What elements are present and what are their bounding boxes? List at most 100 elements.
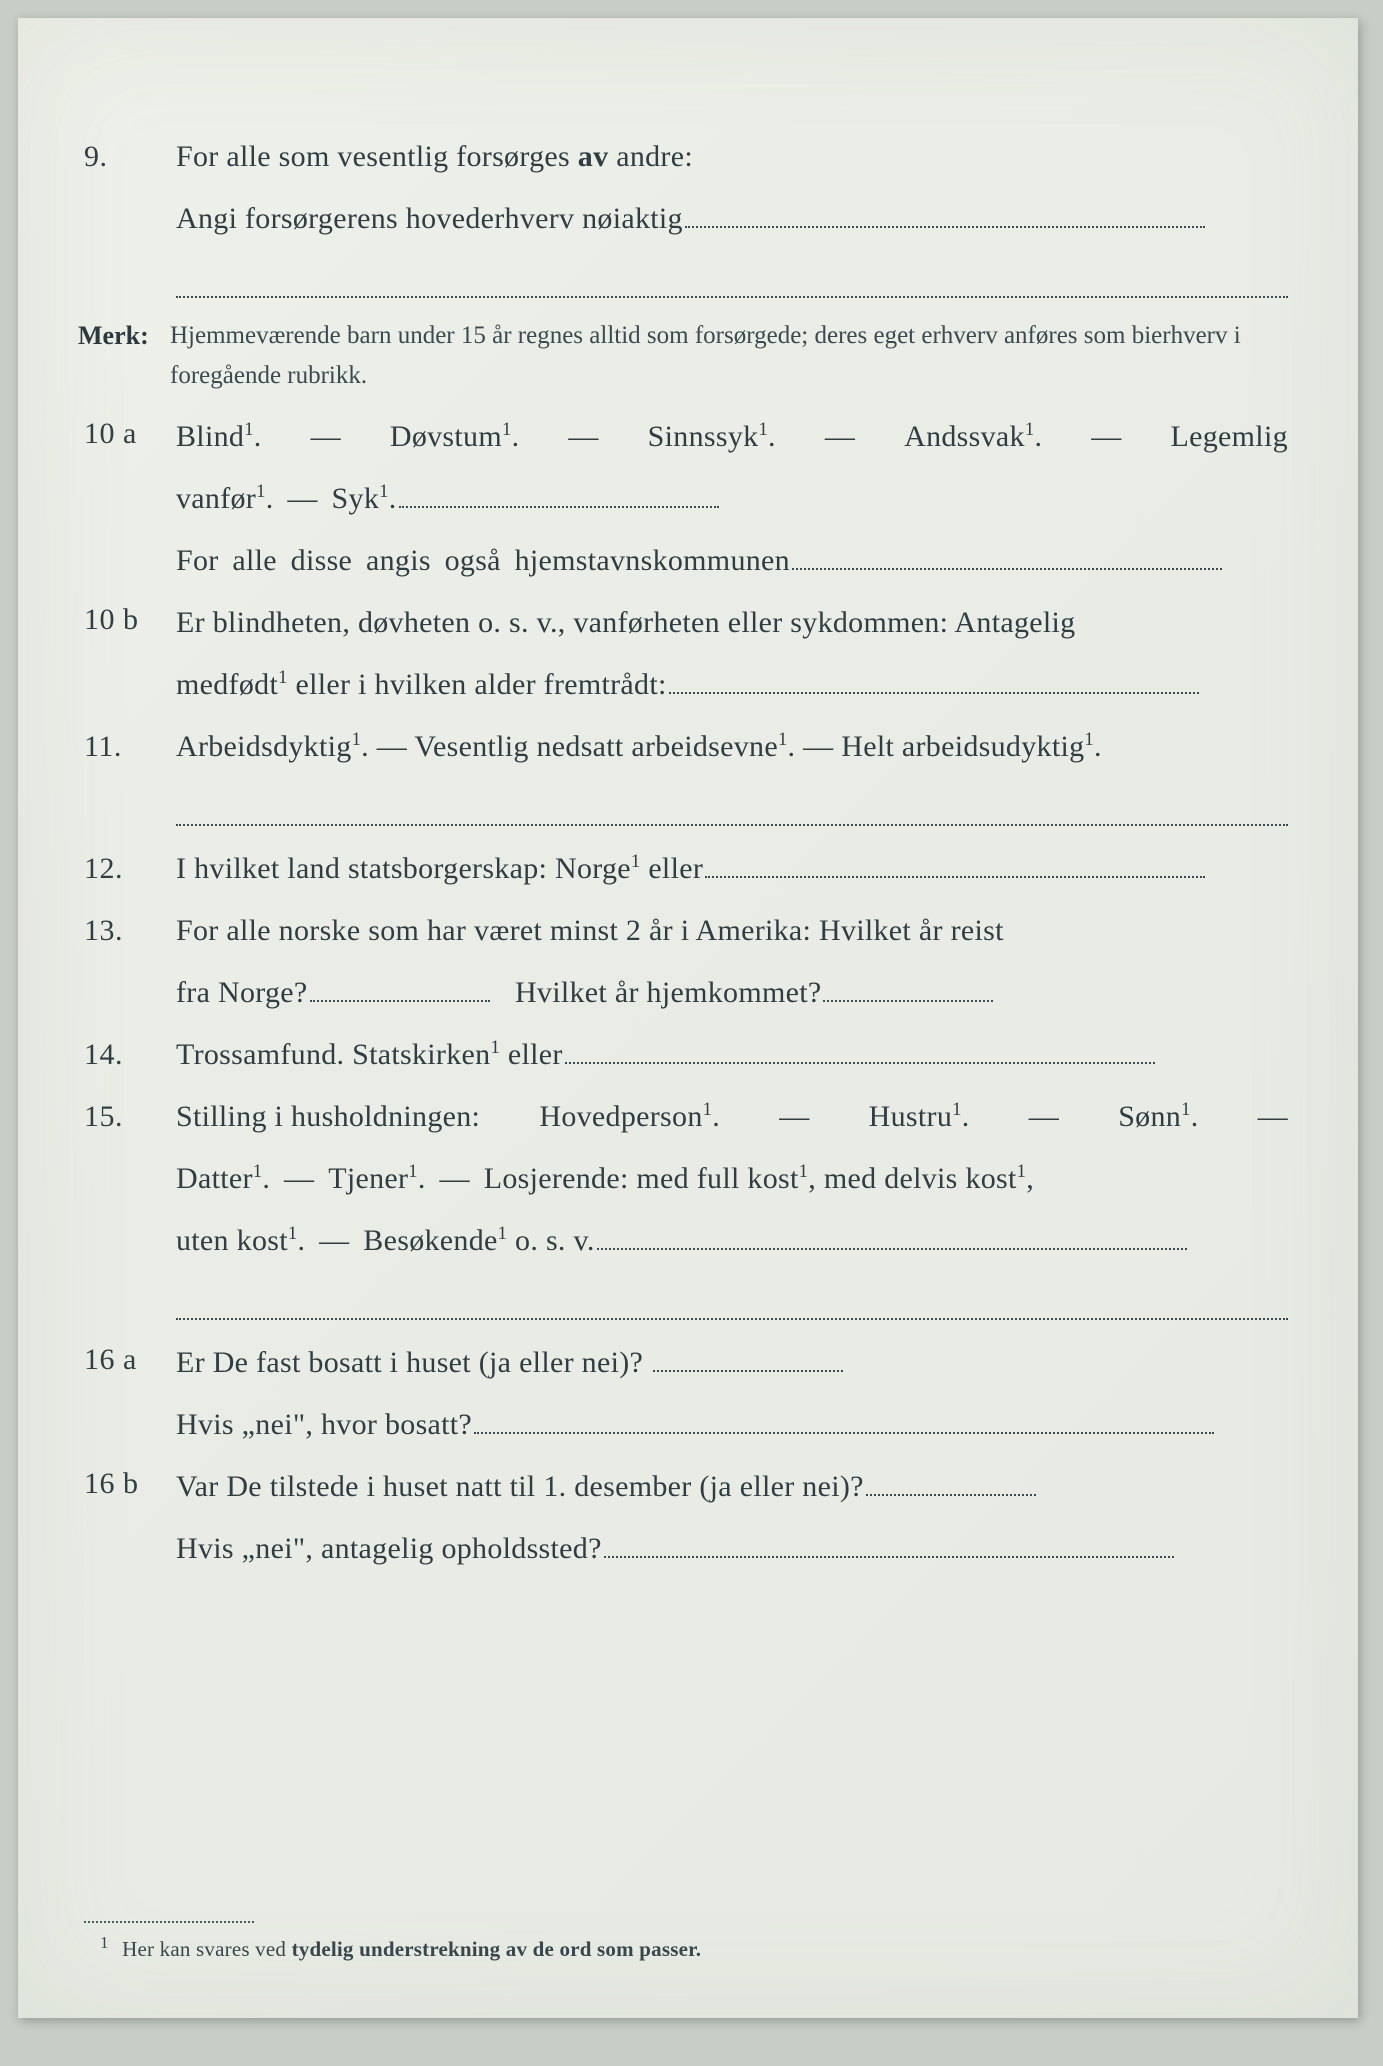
question-9: 9. For alle som vesentlig forsørges av a… (78, 126, 1288, 310)
q9-text-b: av (578, 140, 609, 173)
fill-line (310, 975, 490, 1003)
fill-line-full (176, 1280, 1288, 1320)
fill-line (866, 1469, 1036, 1497)
opt-tjener: Tjener (328, 1162, 408, 1195)
merk-label: Merk: (78, 316, 170, 356)
dash: — (274, 468, 332, 530)
q11-number: 11. (78, 716, 176, 778)
q11-a: Arbeidsdyktig (176, 730, 352, 763)
dash: — (1258, 1086, 1288, 1148)
q12-body: I hvilket land statsborgerskap: Norge1 e… (176, 838, 1288, 900)
footnote-rule (84, 1921, 254, 1923)
fill-line (474, 1407, 1214, 1435)
opt-besokende: Besøkende (363, 1224, 497, 1257)
fill-line (669, 667, 1199, 695)
q9-text-c: andre: (608, 140, 693, 173)
opt-legemlig: Legemlig (1171, 406, 1288, 468)
q9-line2: Angi forsørgerens hovederhverv nøiaktig (176, 202, 683, 235)
question-13: 13. For alle norske som har været minst … (78, 900, 1288, 1024)
dash: — (825, 406, 855, 468)
opt-sonn: Sønn (1118, 1100, 1181, 1133)
fill-line (705, 851, 1205, 879)
dash: — (779, 1086, 809, 1148)
merk-text: Hjemmeværende barn under 15 år regnes al… (170, 316, 1288, 396)
footnote-number: 1 (100, 1933, 109, 1952)
q13-line1: For alle norske som har været minst 2 år… (176, 900, 1288, 962)
fill-line (565, 1037, 1155, 1065)
q13-number: 13. (78, 900, 176, 962)
q9-body: For alle som vesentlig forsørges av andr… (176, 126, 1288, 310)
question-15: 15. Stilling i husholdningen: Hovedperso… (78, 1086, 1288, 1332)
q15-lead: Stilling i husholdningen: (176, 1086, 480, 1148)
q9-number: 9. (78, 126, 176, 188)
question-16a: 16 a Er De fast bosatt i huset (ja eller… (78, 1332, 1288, 1456)
fill-line (685, 201, 1205, 229)
dash: — (270, 1148, 328, 1210)
q13-body: For alle norske som har været minst 2 år… (176, 900, 1288, 1024)
footnote-text-a: Her kan svares ved (122, 1937, 291, 1961)
q10b-rest: eller i hvilken alder fremtrådt: (288, 668, 667, 701)
q13-fra: fra Norge? (176, 976, 308, 1009)
q16b-line2: Hvis „nei", antagelig opholdssted? (176, 1532, 602, 1565)
footnote-area: 1 Her kan svares ved tydelig understrekn… (78, 1921, 1288, 1962)
q16a-body: Er De fast bosatt i huset (ja eller nei)… (176, 1332, 1288, 1456)
q10a-line3: For alle disse angis også hjemstavnskomm… (176, 544, 790, 577)
q14-b: eller (500, 1038, 563, 1071)
q10a-number: 10 a (78, 406, 176, 462)
q16b-line1: Var De tilstede i huset natt til 1. dese… (176, 1470, 864, 1503)
opt-hovedperson: Hovedperson (539, 1100, 702, 1133)
q15-body: Stilling i husholdningen: Hovedperson1. … (176, 1086, 1288, 1332)
opt-dovstum: Døvstum (390, 420, 502, 453)
question-16b: 16 b Var De tilstede i huset natt til 1.… (78, 1456, 1288, 1580)
q10b-medfodt: medfødt (176, 668, 278, 701)
footnote-text-b: tydelig understrekning av de ord som pas… (292, 1937, 702, 1961)
opt-uten-kost: uten kost (176, 1224, 288, 1257)
fill-line-full (176, 258, 1288, 298)
opt-sinnssyk: Sinnssyk (648, 420, 759, 453)
document-page: 9. For alle som vesentlig forsørges av a… (18, 18, 1358, 2018)
fill-line (823, 975, 993, 1003)
question-14: 14. Trossamfund. Statskirken1 eller (78, 1024, 1288, 1086)
q11-c: Helt arbeidsudyktig (841, 730, 1084, 763)
opt-vanfor: vanfør (176, 482, 256, 515)
dash: — (426, 1148, 484, 1210)
question-12: 12. I hvilket land statsborgerskap: Norg… (78, 838, 1288, 900)
q16b-number: 16 b (78, 1456, 176, 1512)
q12-a: I hvilket land statsborgerskap: Norge (176, 852, 631, 885)
opt-hustru: Hustru (869, 1100, 952, 1133)
q14-number: 14. (78, 1024, 176, 1086)
q13-hjem: Hvilket år hjemkommet? (515, 976, 822, 1009)
question-10b: 10 b Er blindheten, døvheten o. s. v., v… (78, 592, 1288, 716)
dash: — (1029, 1086, 1059, 1148)
q10b-body: Er blindheten, døvheten o. s. v., vanfør… (176, 592, 1288, 716)
q10b-number: 10 b (78, 592, 176, 648)
fill-line-full (176, 786, 1288, 826)
q16b-body: Var De tilstede i huset natt til 1. dese… (176, 1456, 1288, 1580)
fill-line (399, 481, 719, 509)
fill-line (653, 1345, 843, 1373)
dash: — (1091, 406, 1121, 468)
fill-line (604, 1531, 1174, 1559)
q9-text-a: For alle som vesentlig forsørges (176, 140, 578, 173)
question-11: 11. Arbeidsdyktig1. — Vesentlig nedsatt … (78, 716, 1288, 838)
q14-a: Trossamfund. Statskirken (176, 1038, 490, 1071)
opt-syk: Syk (332, 482, 380, 515)
q12-number: 12. (78, 838, 176, 900)
q16a-number: 16 a (78, 1332, 176, 1388)
opt-losjerende: Losjerende: med full kost (484, 1162, 799, 1195)
dash: — (305, 1210, 363, 1272)
question-10a: 10 a Blind1. — Døvstum1. — Sinnssyk1. — … (78, 406, 1288, 592)
q16a-line1: Er De fast bosatt i huset (ja eller nei)… (176, 1346, 643, 1379)
q16a-line2: Hvis „nei", hvor bosatt? (176, 1408, 472, 1441)
note-merk: Merk: Hjemmeværende barn under 15 år reg… (78, 316, 1288, 396)
dash: — (568, 406, 598, 468)
q11-b: Vesentlig nedsatt arbeidsevne (414, 730, 778, 763)
opt-datter: Datter (176, 1162, 253, 1195)
footnote: 1 Her kan svares ved tydelig understrekn… (78, 1933, 1288, 1962)
q14-body: Trossamfund. Statskirken1 eller (176, 1024, 1288, 1086)
opt-blind: Blind (176, 420, 244, 453)
q15-osv: o. s. v. (507, 1224, 594, 1257)
fill-line (792, 543, 1222, 571)
opt-delvis: , med delvis kost (808, 1162, 1016, 1195)
q12-b: eller (641, 852, 704, 885)
